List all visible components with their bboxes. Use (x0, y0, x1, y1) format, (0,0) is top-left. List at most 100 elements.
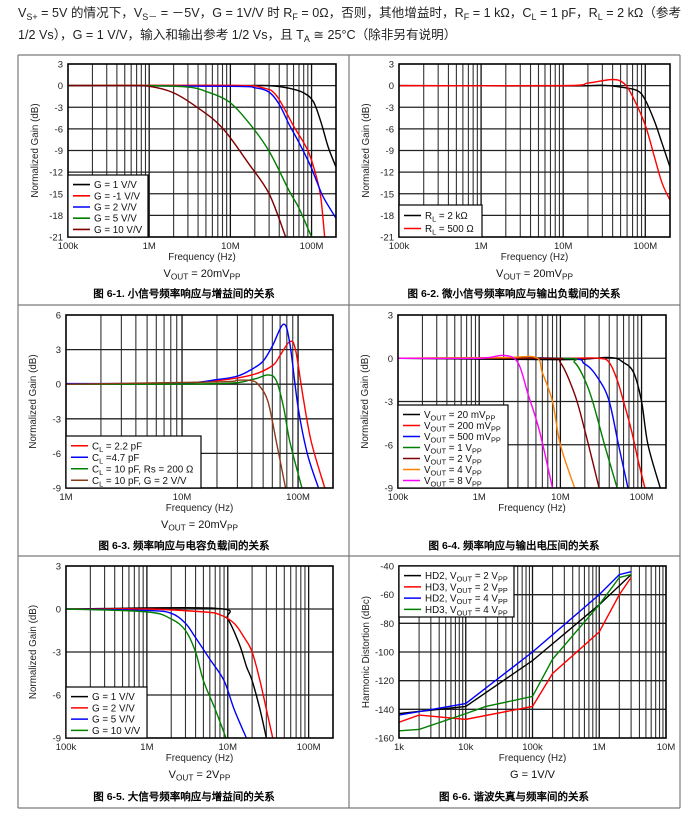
subscript: OUT (503, 273, 520, 282)
legend-label: VOUT = 4 VPP (424, 465, 482, 478)
text-run: = 2 kΩ（参考 1/2 Vs），G = 1 V/V，输入和输出参考 1/2 … (18, 6, 682, 42)
legend-box (65, 686, 148, 739)
subscript: PP (498, 575, 508, 584)
legend-label: G = 2 V/V (92, 703, 135, 714)
series-line-5 (68, 84, 287, 237)
y-tick-label: -6 (53, 691, 61, 702)
legend-label: VOUT = 500 mVPP (424, 432, 501, 445)
x-tick-label: 1M (593, 742, 606, 753)
text-run: C (92, 476, 99, 487)
x-tick-label: 10M (219, 742, 238, 753)
series-line-2 (66, 608, 274, 738)
subscript: F (292, 12, 298, 22)
text-run: = 200 mV (446, 421, 491, 432)
legend-label: HD2, VOUT = 4 VPP (425, 594, 508, 607)
series-line-1 (66, 606, 268, 738)
x-axis-title: Frequency (Hz) (166, 503, 234, 514)
series-line-2 (399, 78, 670, 201)
figure-caption: 图 6-5. 大信号频率响应与增益间的关系 (93, 790, 275, 803)
x-tick-label: 1M (143, 241, 156, 252)
text-run: V (424, 443, 431, 454)
subscript: PP (219, 774, 231, 783)
text-run: V (18, 6, 27, 20)
x-tick-label: 100k (522, 742, 543, 753)
x-axis-title: Frequency (Hz) (166, 753, 234, 764)
text-run: = 4 V (472, 594, 498, 605)
text-run: = 20mV (521, 268, 563, 280)
text-run: HD3, V (425, 605, 457, 616)
y-tick-label: -40 (380, 562, 394, 573)
text-run: HD3, V (425, 582, 457, 593)
series-line-3 (68, 84, 336, 219)
x-tick-label: 1M (59, 492, 72, 503)
y-tick-label: -6 (55, 124, 63, 135)
text-run: G = 5 V/V (92, 715, 135, 726)
subscript: OUT (168, 524, 185, 533)
legend-label: G = 10 V/V (92, 726, 141, 737)
text-run: G = 5 V/V (94, 214, 137, 225)
text-run: G = 1 V/V (94, 180, 137, 191)
subscript: PP (498, 597, 508, 606)
y-tick-label: 0 (58, 81, 63, 92)
text-run: G = 2 V/V (94, 203, 137, 214)
text-run: G = -1 V/V (94, 191, 140, 202)
subscript: F (463, 12, 470, 22)
subscript: OUT (171, 273, 188, 282)
x-tick-label: 10k (458, 742, 474, 753)
y-tick-label: -9 (386, 146, 394, 157)
subscript: PP (227, 524, 239, 533)
series-line-4 (66, 608, 227, 738)
series-line-3 (66, 374, 303, 488)
plot-frame (65, 565, 334, 739)
subscript: PP (491, 425, 501, 434)
x-tick-label: 1k (394, 742, 404, 753)
subscript: PP (230, 273, 242, 282)
series-line-4 (399, 573, 632, 732)
subscript: OUT (431, 425, 447, 434)
subscript: L (99, 479, 103, 488)
legend-label: VOUT = 1 VPP (424, 443, 482, 456)
subscript: A (303, 34, 310, 44)
x-tick-label: 10M (221, 241, 240, 252)
figure-caption: 图 6-1. 小信号频率响应与增益间的关系 (93, 287, 275, 300)
y-tick-label: -3 (53, 648, 61, 659)
y-tick-label: -6 (386, 124, 394, 135)
subscript: PP (472, 447, 482, 456)
legend-box (397, 404, 509, 489)
legend-label: G = 2 V/V (94, 203, 137, 214)
y-axis-title: Normalized Gain (dB) (30, 103, 41, 197)
x-tick-label: 100M (300, 241, 324, 252)
figure-caption: 图 6-2. 微小信号频率响应与输出负载间的关系 (408, 287, 621, 300)
legend-label: VOUT = 200 mVPP (424, 421, 501, 434)
legend-label: HD3, VOUT = 4 VPP (425, 605, 508, 618)
subscript: L (432, 228, 436, 237)
x-tick-label: 100M (633, 241, 657, 252)
chart-condition: VOUT = 2VPP (169, 769, 231, 783)
series-line-2 (66, 323, 320, 488)
subscript: L (531, 12, 537, 22)
text-run: = 1 pF，R (536, 6, 598, 20)
series-line-1 (398, 356, 661, 488)
series-line-3 (399, 571, 632, 716)
text-run: HD2, V (425, 571, 457, 582)
plot-frame (398, 565, 667, 739)
x-tick-label: 100M (297, 742, 321, 753)
subscript: OUT (431, 480, 447, 489)
text-run: R (425, 224, 432, 235)
legend: G = 1 V/VG = 2 V/VG = 5 V/VG = 10 V/V (65, 686, 148, 739)
x-tick-label: 10M (551, 492, 570, 503)
text-run: V (163, 268, 171, 280)
text-run: = 2 V (472, 582, 498, 593)
x-tick-label: 1M (473, 492, 486, 503)
legend-box (65, 435, 202, 489)
y-tick-label: -160 (375, 734, 394, 745)
legend-label: G = 1 V/V (94, 180, 137, 191)
text-run: = 10 pF, G = 2 V/V (103, 476, 187, 487)
text-run: = 1 V (446, 443, 472, 454)
plot-frame (397, 314, 667, 489)
